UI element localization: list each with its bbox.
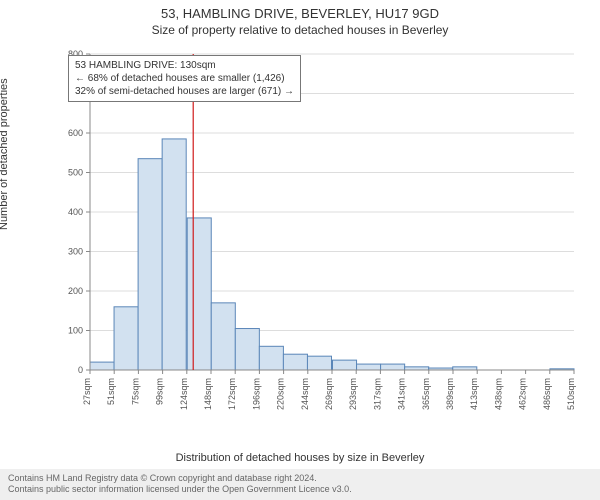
histogram-bar [283, 354, 307, 370]
x-tick-label: 293sqm [348, 378, 358, 410]
histogram-bar [307, 356, 331, 370]
x-tick-label: 462sqm [518, 378, 528, 410]
footer-line-2: Contains public sector information licen… [8, 484, 592, 496]
x-tick-label: 148sqm [203, 378, 213, 410]
x-tick-label: 124sqm [179, 378, 189, 410]
x-tick-label: 196sqm [251, 378, 261, 410]
histogram-bar [381, 364, 405, 370]
histogram-bar [90, 362, 114, 370]
x-tick-label: 510sqm [566, 378, 576, 410]
chart-container: 53, HAMBLING DRIVE, BEVERLEY, HU17 9GD S… [0, 0, 600, 500]
histogram-bar [211, 303, 235, 370]
chart-area: 010020030040050060070080027sqm51sqm75sqm… [60, 48, 580, 418]
y-tick-label: 500 [68, 168, 83, 178]
histogram-bar [138, 159, 162, 370]
x-tick-label: 317sqm [372, 378, 382, 410]
histogram-bar [333, 360, 357, 370]
x-tick-label: 51sqm [106, 378, 116, 405]
x-tick-label: 27sqm [82, 378, 92, 405]
x-tick-label: 389sqm [445, 378, 455, 410]
histogram-bar [235, 329, 259, 370]
histogram-bar [259, 346, 283, 370]
histogram-bar [162, 139, 186, 370]
y-tick-label: 0 [78, 365, 83, 375]
annotation-line-1: 53 HAMBLING DRIVE: 130sqm [75, 59, 294, 72]
x-tick-label: 438sqm [493, 378, 503, 410]
footer-line-1: Contains HM Land Registry data © Crown c… [8, 473, 592, 485]
y-tick-label: 300 [68, 247, 83, 257]
chart-subtitle: Size of property relative to detached ho… [0, 21, 600, 37]
x-tick-label: 269sqm [324, 378, 334, 410]
x-tick-label: 172sqm [227, 378, 237, 410]
y-tick-label: 400 [68, 207, 83, 217]
x-tick-label: 220sqm [276, 378, 286, 410]
y-tick-label: 600 [68, 128, 83, 138]
y-axis-label: Number of detached properties [0, 78, 10, 230]
x-tick-label: 244sqm [300, 378, 310, 410]
footer: Contains HM Land Registry data © Crown c… [0, 469, 600, 500]
histogram-bar [114, 307, 138, 370]
annotation-box: 53 HAMBLING DRIVE: 130sqm ← 68% of detac… [68, 55, 301, 102]
x-tick-label: 75sqm [130, 378, 140, 405]
histogram-bar [187, 218, 211, 370]
histogram-plot: 010020030040050060070080027sqm51sqm75sqm… [60, 48, 580, 418]
histogram-bar [357, 364, 381, 370]
x-tick-label: 365sqm [421, 378, 431, 410]
annotation-line-2: ← 68% of detached houses are smaller (1,… [75, 72, 294, 85]
x-axis-label: Distribution of detached houses by size … [0, 452, 600, 464]
x-tick-label: 413sqm [469, 378, 479, 410]
x-tick-label: 341sqm [397, 378, 407, 410]
x-tick-label: 486sqm [542, 378, 552, 410]
x-tick-label: 99sqm [155, 378, 165, 405]
annotation-line-3: 32% of semi-detached houses are larger (… [75, 85, 294, 98]
y-tick-label: 200 [68, 286, 83, 296]
chart-title: 53, HAMBLING DRIVE, BEVERLEY, HU17 9GD [0, 0, 600, 21]
y-tick-label: 100 [68, 326, 83, 336]
